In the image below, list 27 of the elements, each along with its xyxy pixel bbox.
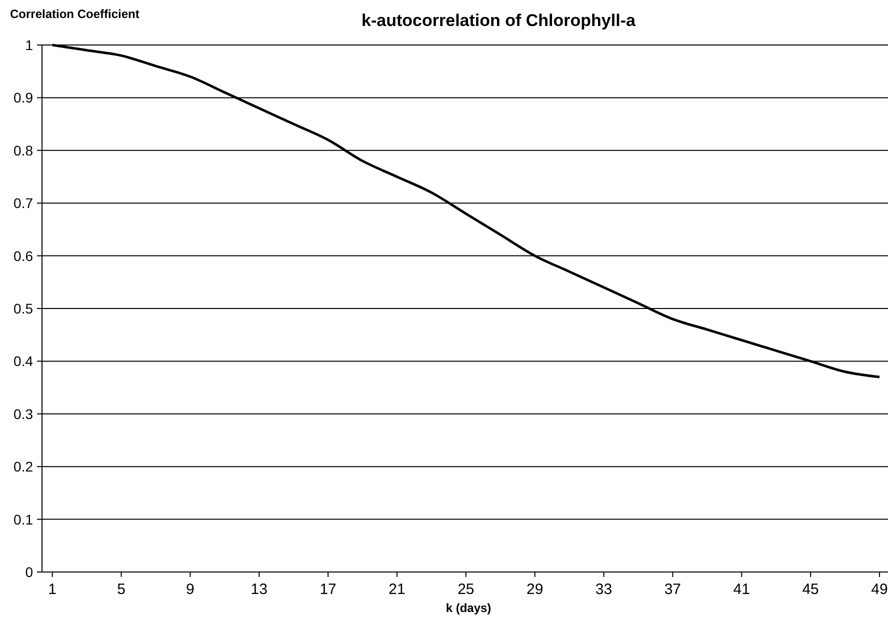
x-axis-title: k (days) xyxy=(446,601,492,615)
x-tick-label: 41 xyxy=(733,581,750,598)
x-tick-label: 29 xyxy=(526,581,544,598)
y-axis-title: Correlation Coefficient xyxy=(10,7,140,21)
y-tick-label: 0.2 xyxy=(14,458,34,475)
x-tick-label: 13 xyxy=(250,581,268,598)
y-tick-label: 0.7 xyxy=(14,195,34,212)
y-tick-label: 0.3 xyxy=(14,406,34,422)
y-tick-label: 0.8 xyxy=(14,142,34,158)
x-tick-label: 9 xyxy=(186,581,194,598)
x-tick-label: 33 xyxy=(595,581,612,598)
y-tick-label: 0.1 xyxy=(14,511,34,528)
x-tick-label: 1 xyxy=(48,581,57,598)
x-tick-label: 37 xyxy=(664,581,682,598)
chart-title: k-autocorrelation of Chlorophyll-a xyxy=(362,11,636,30)
y-tick-label: 0.9 xyxy=(14,90,34,106)
x-tick-label: 25 xyxy=(458,581,474,598)
x-tick-label: 49 xyxy=(871,581,888,598)
x-tick-label: 5 xyxy=(117,581,126,598)
x-tick-label: 17 xyxy=(320,581,336,598)
y-tick-label: 0.5 xyxy=(14,300,34,316)
y-tick-label: 1 xyxy=(25,37,34,53)
x-tick-label: 21 xyxy=(388,581,406,598)
y-tick-label: 0 xyxy=(25,564,34,580)
y-tick-label: 0.6 xyxy=(14,248,34,264)
x-tick-label: 45 xyxy=(802,581,819,598)
y-tick-label: 0.4 xyxy=(14,353,34,370)
